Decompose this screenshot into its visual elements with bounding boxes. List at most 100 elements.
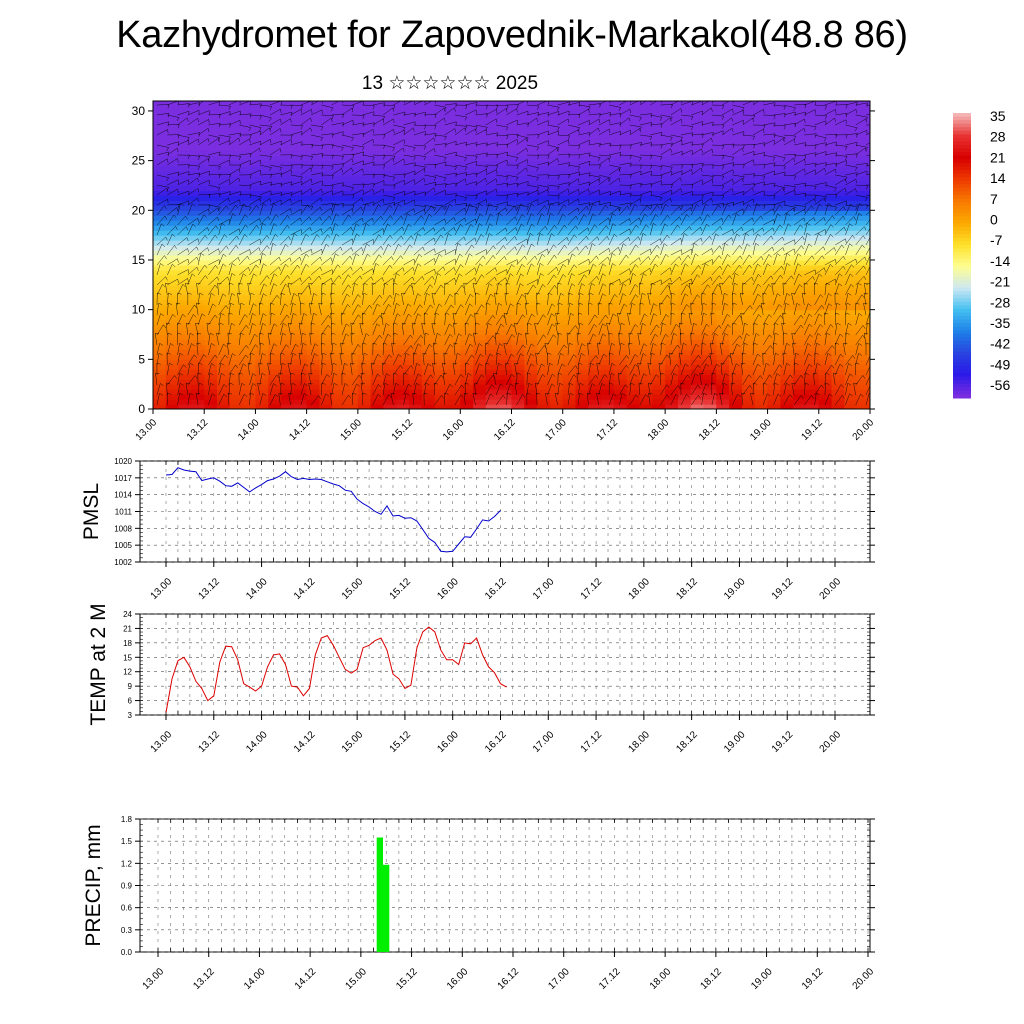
heatmap-cell: [178, 329, 193, 336]
heatmap-cell: [562, 279, 577, 286]
heatmap-cell: [421, 279, 436, 286]
heatmap-cell: [370, 289, 385, 296]
heatmap-cell: [255, 101, 269, 107]
wind-barb-flag: [224, 234, 228, 238]
heatmap-cell: [204, 339, 218, 346]
heatmap-cell: [537, 269, 551, 276]
heatmap-cell: [447, 354, 461, 360]
heatmap-cell: [690, 225, 705, 231]
heatmap-cell: [153, 404, 167, 409]
heatmap-cell: [473, 185, 487, 192]
heatmap-cell: [498, 101, 513, 107]
heatmap-cell: [473, 255, 487, 261]
wind-barb: [228, 213, 233, 226]
wind-barb-flag: [318, 275, 322, 280]
heatmap-cell: [703, 205, 717, 211]
heatmap-cell: [665, 324, 679, 331]
heatmap-cell: [805, 299, 820, 306]
heatmap-cell: [703, 384, 717, 390]
heatmap-cell: [332, 225, 346, 231]
heatmap-cell: [409, 379, 423, 385]
heatmap-cell: [626, 120, 641, 127]
heatmap-cell: [780, 215, 794, 221]
wind-barb: [310, 256, 321, 266]
heatmap-cell: [498, 215, 513, 221]
heatmap-cell: [255, 220, 269, 226]
heatmap-cell: [281, 245, 295, 251]
heatmap-cell: [383, 389, 397, 395]
heatmap-cell: [857, 314, 870, 321]
heatmap-cell: [767, 225, 781, 231]
heatmap-cell: [537, 235, 551, 241]
heatmap-cell: [447, 160, 461, 167]
wind-barb-flag: [196, 246, 199, 251]
heatmap-cell: [473, 155, 487, 162]
heatmap-cell: [332, 115, 346, 122]
wind-barb: [341, 153, 354, 156]
heatmap-cell: [165, 259, 180, 266]
heatmap-cell: [319, 319, 333, 326]
wind-barb: [403, 267, 413, 276]
heatmap-cell: [242, 240, 257, 246]
wind-barb: [166, 382, 168, 396]
wind-barb-flag: [381, 312, 386, 315]
heatmap-cell: [306, 105, 321, 112]
heatmap-cell: [818, 125, 833, 132]
heatmap-cell: [421, 324, 436, 331]
wind-barb-flag: [273, 383, 277, 387]
heatmap-cell: [677, 240, 692, 246]
heatmap-cell: [754, 294, 769, 301]
wind-barb: [300, 204, 308, 216]
wind-barb: [177, 200, 189, 206]
heatmap-cell: [652, 359, 666, 365]
heatmap-cell: [357, 264, 372, 271]
heatmap-cell: [729, 404, 743, 409]
heatmap-cell: [434, 155, 449, 162]
heatmap-cell: [281, 319, 295, 326]
heatmap-cell: [281, 274, 295, 281]
heatmap-cell: [818, 200, 833, 206]
heatmap-cell: [844, 259, 858, 266]
wind-barb: [290, 383, 293, 396]
wind-barb: [197, 313, 203, 326]
heatmap-cell: [165, 349, 180, 355]
wind-barb: [401, 323, 404, 336]
heatmap-cell: [575, 230, 589, 236]
wind-barb: [290, 131, 303, 136]
wind-barb-flag: [187, 155, 190, 159]
heatmap-cell: [588, 269, 602, 276]
heatmap-cell: [306, 255, 321, 261]
heatmap-cell: [293, 135, 308, 142]
heatmap-cell: [537, 334, 551, 341]
wind-barb: [218, 234, 225, 246]
heatmap-cell: [306, 165, 321, 172]
heatmap-cell: [370, 215, 385, 221]
heatmap-cell: [754, 180, 769, 187]
heatmap-cell: [549, 155, 564, 162]
heatmap-cell: [409, 389, 423, 395]
heatmap-cell: [818, 259, 833, 266]
wind-barb: [228, 353, 233, 366]
wind-barb: [177, 278, 188, 286]
heatmap-cell: [217, 259, 231, 266]
heatmap-cell: [844, 195, 858, 201]
wind-barb: [208, 248, 219, 256]
heatmap-cell: [281, 105, 295, 112]
heatmap-cell: [153, 215, 167, 221]
heatmap-cell: [242, 180, 257, 187]
heatmap-cell: [204, 105, 218, 112]
heatmap-cell: [575, 235, 589, 241]
wind-barb: [187, 154, 200, 157]
heatmap-cell: [703, 374, 717, 380]
wind-barb: [341, 214, 349, 226]
wind-barb-flag: [256, 225, 260, 229]
wind-barb-flag: [276, 374, 280, 379]
wind-barb: [156, 199, 168, 206]
wind-barb-flag: [262, 393, 267, 396]
heatmap-cell: [178, 314, 193, 321]
heatmap-cell: [703, 284, 717, 291]
heatmap-cell: [460, 105, 474, 112]
wind-barb: [290, 217, 301, 226]
heatmap-cell: [703, 299, 717, 306]
wind-barb: [198, 179, 210, 186]
